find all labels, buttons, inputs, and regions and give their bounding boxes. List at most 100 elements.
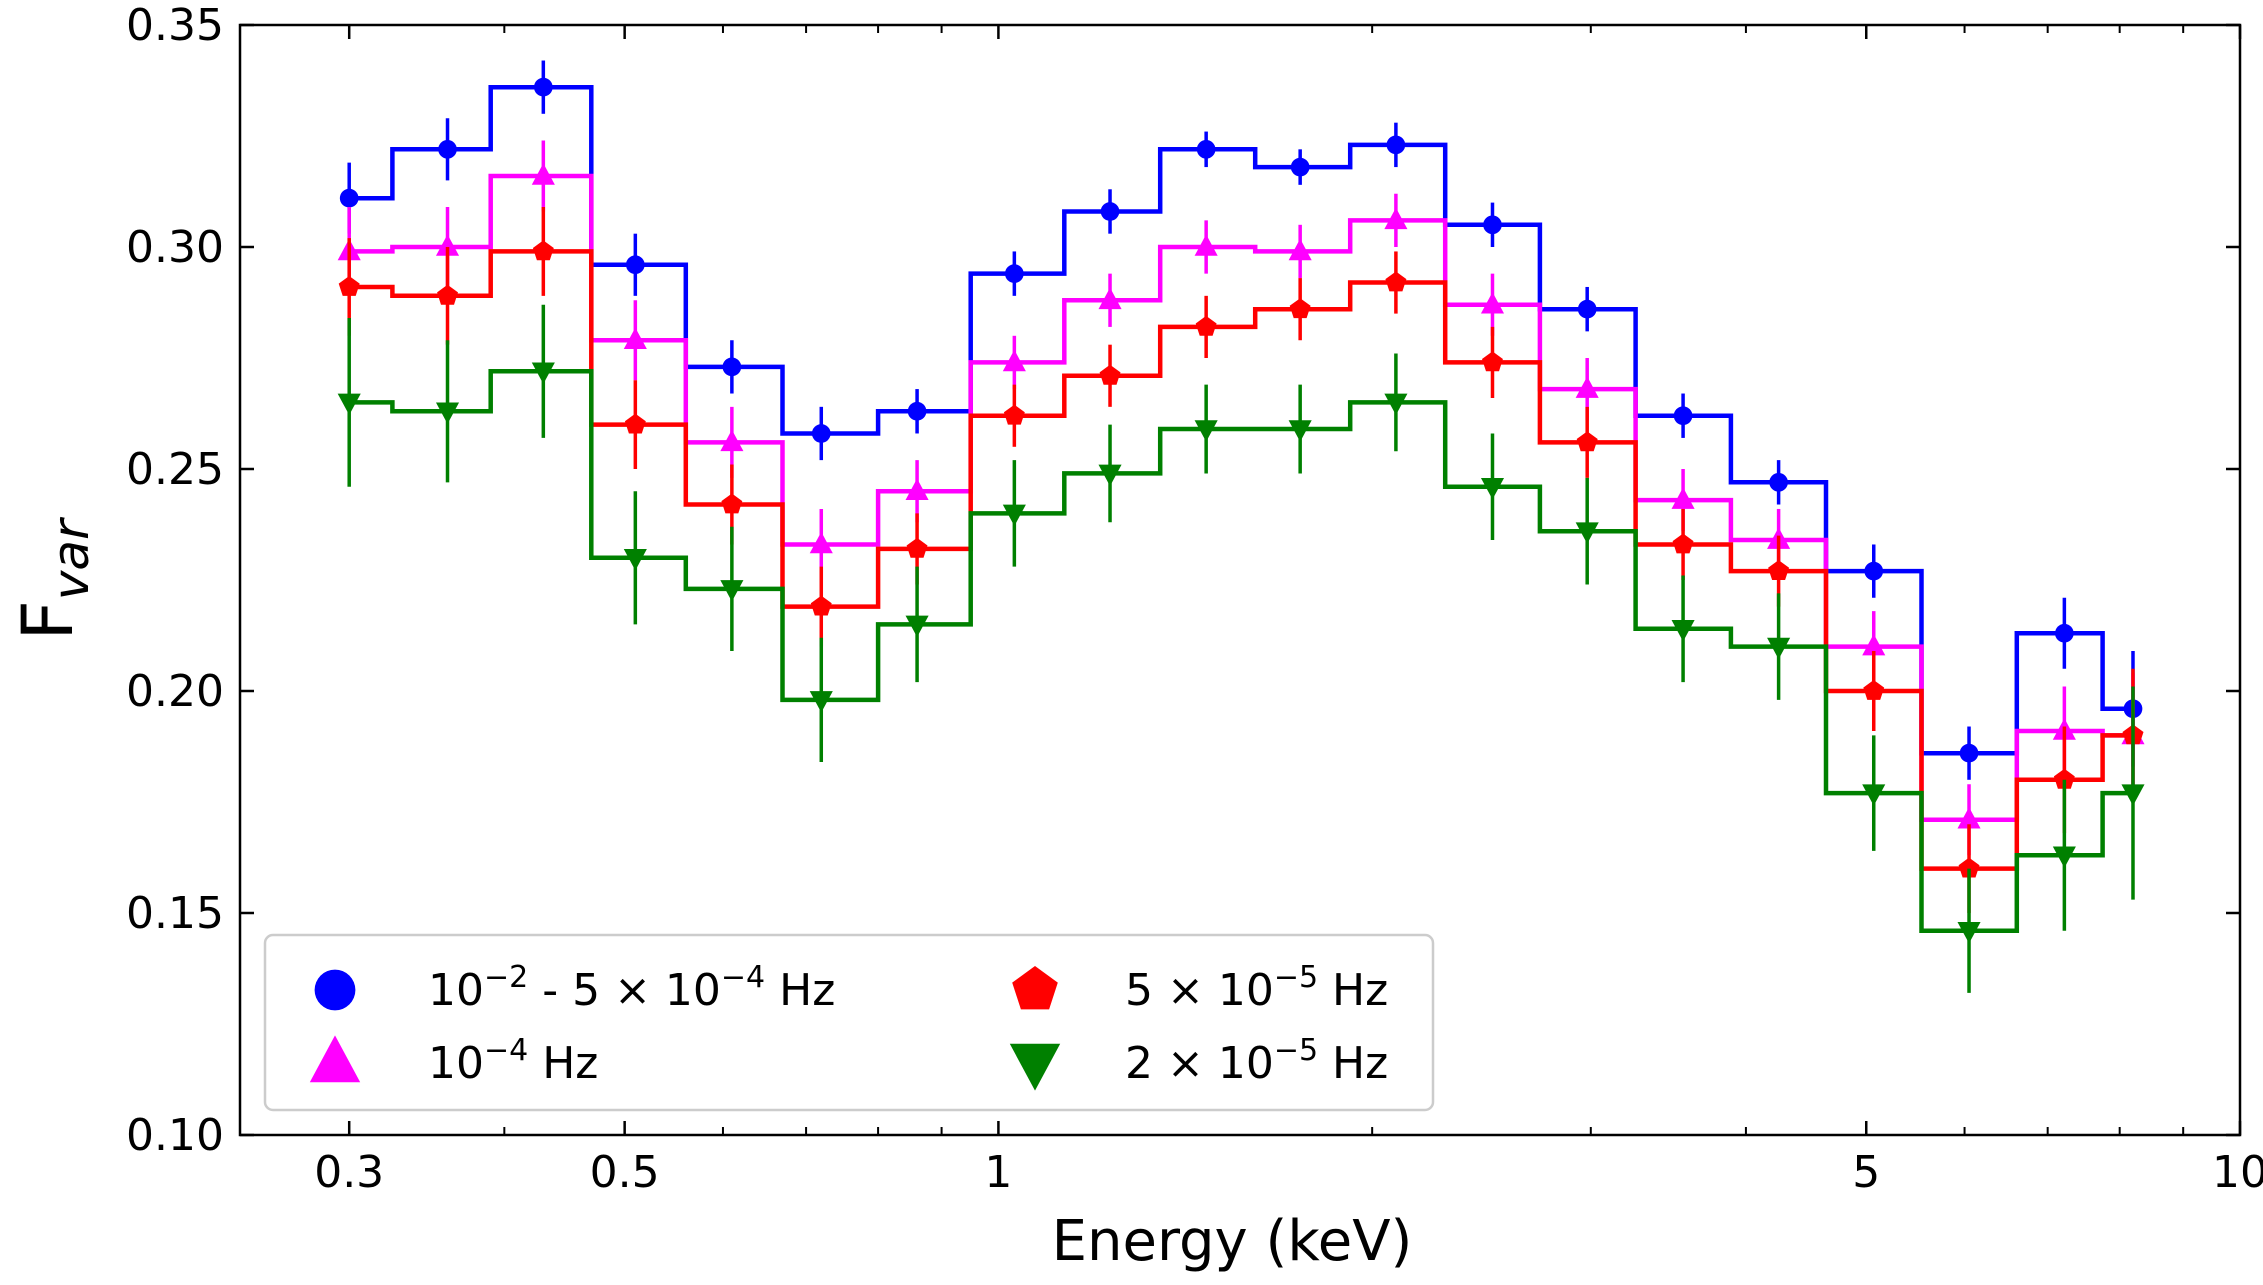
data-point	[1002, 504, 1026, 527]
data-point	[720, 429, 744, 452]
plot-frame	[238, 23, 2242, 1137]
data-point	[907, 401, 927, 421]
data-point	[1100, 202, 1120, 221]
data-point	[1671, 620, 1695, 642]
x-tick-label: 5	[1852, 1147, 1880, 1198]
data-point	[1862, 633, 1886, 656]
legend-item-0: 10−2 - 5 × 10−4 Hz	[314, 960, 835, 1016]
y-tick-label: 0.25	[126, 444, 224, 495]
data-point	[2055, 623, 2074, 643]
data-point	[1769, 472, 1788, 492]
data-point	[1288, 420, 1312, 442]
data-point	[435, 402, 460, 424]
data-point	[1003, 404, 1025, 425]
data-point	[809, 531, 833, 554]
legend-marker	[1009, 1043, 1061, 1091]
data-point	[625, 255, 645, 275]
legend-label: 10−2 - 5 × 10−4 Hz	[428, 960, 835, 1016]
data-point	[1957, 921, 1981, 944]
x-tick-label: 0.5	[590, 1147, 660, 1198]
y-tick-label: 0.15	[126, 888, 224, 939]
legend-item-2: 5 × 10−5 Hz	[1012, 960, 1388, 1016]
data-point	[722, 357, 742, 377]
y-tick-label: 0.10	[126, 1110, 224, 1161]
data-point	[1482, 351, 1503, 372]
data-point	[720, 580, 744, 602]
data-point	[1194, 420, 1218, 442]
data-point	[1098, 464, 1122, 487]
data-point	[1098, 287, 1122, 310]
series-step-line	[349, 173, 2133, 823]
data-point	[338, 276, 360, 296]
data-point	[1959, 743, 1979, 763]
data-point	[1575, 376, 1599, 398]
x-tick-label: 0.3	[314, 1147, 384, 1198]
data-point	[1196, 139, 1216, 159]
legend-box	[263, 933, 1435, 1112]
data-point	[435, 234, 460, 256]
legend-label: 2 × 10−5 Hz	[1125, 1033, 1388, 1089]
data-point	[1577, 299, 1597, 319]
series-layer	[337, 60, 2145, 993]
series-0	[339, 60, 2143, 780]
data-point	[1480, 477, 1505, 500]
data-point	[1483, 215, 1502, 235]
data-point	[811, 424, 831, 443]
data-point	[905, 478, 929, 500]
data-point	[1957, 807, 1981, 829]
data-point	[533, 77, 553, 97]
data-point	[438, 139, 457, 159]
legend-item-1: 10−4 Hz	[309, 1033, 598, 1089]
x-axis-label: Energy (keV)	[1052, 1209, 1413, 1274]
data-point	[1767, 637, 1791, 660]
data-point	[1575, 522, 1599, 544]
data-point	[1862, 784, 1886, 806]
data-point	[1099, 364, 1121, 385]
legend-marker	[309, 1035, 361, 1083]
data-point	[721, 493, 743, 514]
data-point	[624, 413, 646, 434]
y-tick-label: 0.20	[126, 666, 224, 717]
data-point	[1004, 264, 1024, 283]
data-point	[1480, 292, 1505, 314]
legend-marker	[1012, 966, 1058, 1010]
data-point	[1290, 157, 1310, 177]
data-point	[1288, 238, 1312, 261]
y-tick-label: 0.30	[126, 222, 224, 273]
data-point	[1673, 406, 1693, 426]
data-point	[623, 327, 647, 350]
data-point	[1195, 315, 1217, 336]
legend: 10−2 - 5 × 10−4 Hz 10−4 Hz 5 × 10−5 Hz 2 × …	[263, 933, 1435, 1112]
data-point	[2121, 784, 2145, 806]
data-point	[1289, 298, 1311, 319]
data-point	[810, 595, 832, 616]
data-point	[623, 549, 647, 571]
data-point	[1864, 561, 1884, 581]
data-point	[1384, 393, 1408, 416]
svg-text:Fvar: Fvar	[7, 516, 100, 640]
data-point	[337, 393, 361, 416]
series-step-line	[349, 369, 2133, 934]
y-axis-label: Fvar	[7, 516, 100, 640]
data-point	[906, 537, 928, 558]
data-point	[532, 240, 554, 261]
data-point	[531, 163, 555, 185]
data-point	[437, 284, 458, 305]
data-point	[905, 615, 929, 638]
data-point	[1863, 680, 1885, 700]
y-tick-label: 0.35	[126, 0, 224, 51]
data-point	[1002, 349, 1026, 372]
data-point	[1194, 234, 1218, 256]
data-point	[2053, 768, 2075, 789]
data-point	[1958, 857, 1980, 878]
axis-ticks: 0.3 0.5 1 5 10 0.10 0.15 0.20 0.25 0.30 0.35	[126, 0, 2263, 1198]
x-tick-label: 10	[2212, 1147, 2263, 1198]
data-point	[2052, 846, 2076, 868]
data-point	[1672, 533, 1694, 554]
legend-label: 5 × 10−5 Hz	[1125, 960, 1388, 1016]
data-point	[1385, 271, 1407, 292]
data-point	[1768, 560, 1790, 580]
data-point	[1671, 487, 1695, 509]
data-point	[1386, 135, 1406, 155]
